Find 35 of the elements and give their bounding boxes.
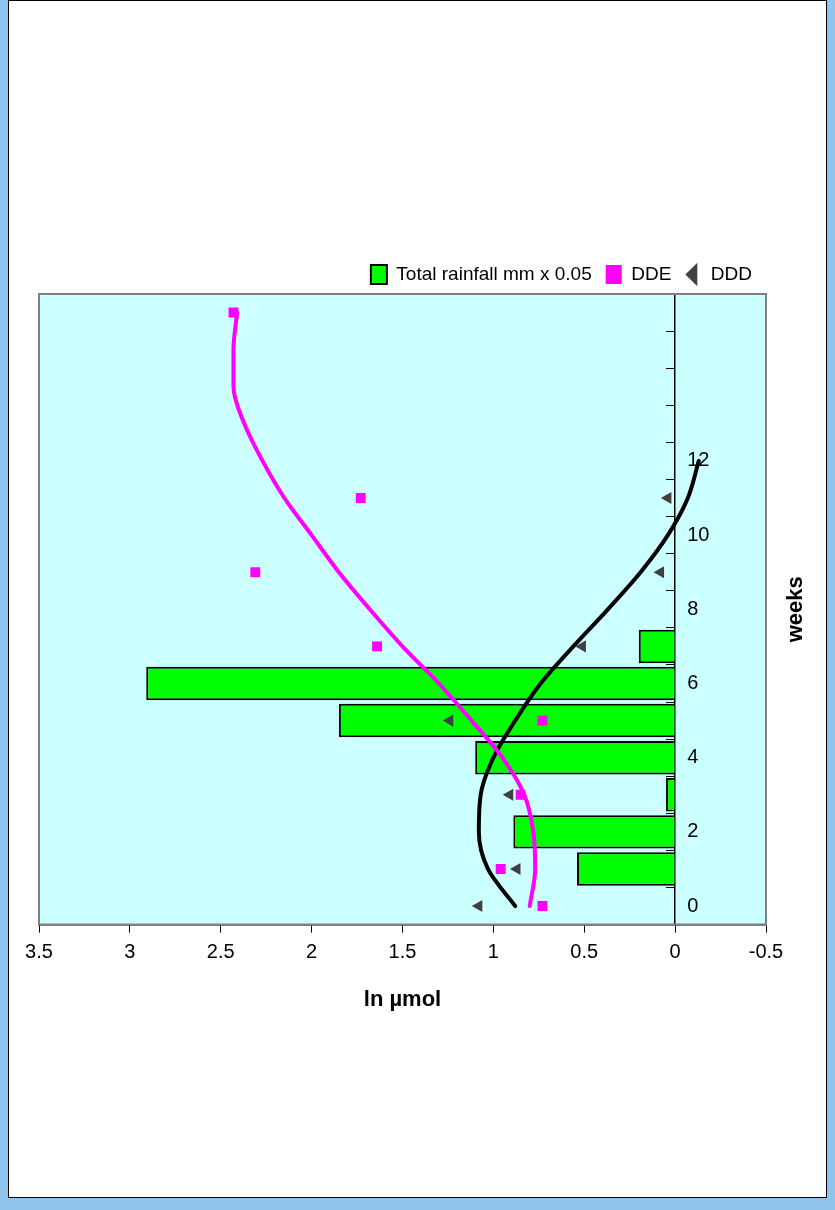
point bbox=[471, 899, 483, 913]
x-tick-label: 3.5 bbox=[25, 940, 53, 963]
point bbox=[495, 864, 506, 874]
x-tick-label: 0 bbox=[669, 940, 681, 963]
legend-label: DDD bbox=[710, 262, 753, 284]
point bbox=[372, 641, 383, 652]
x-tick-label: 1.5 bbox=[388, 940, 417, 963]
y-tick-label: 12 bbox=[687, 448, 710, 471]
point bbox=[515, 789, 526, 800]
legend-label: Total rainfall mm x 0.05 bbox=[396, 262, 592, 284]
y-axis-title: weeks bbox=[782, 576, 808, 644]
x-tick-label: 1 bbox=[487, 940, 499, 963]
x-tick-label: -0.5 bbox=[748, 940, 784, 963]
x-tick-label: 3 bbox=[124, 940, 136, 963]
y-tick-label: 2 bbox=[687, 819, 699, 842]
x-tick-label: 2.5 bbox=[206, 940, 235, 963]
x-tick-label: 2 bbox=[306, 940, 318, 963]
point bbox=[537, 901, 548, 911]
point bbox=[442, 714, 454, 727]
point bbox=[653, 566, 665, 579]
point bbox=[510, 862, 521, 876]
y-tick-label: 0 bbox=[687, 893, 699, 916]
point bbox=[660, 491, 672, 505]
point bbox=[355, 493, 366, 503]
y-tick-label: 10 bbox=[687, 522, 710, 545]
y-tick-label: 6 bbox=[687, 671, 699, 693]
legend-label: DDE bbox=[631, 262, 672, 284]
point bbox=[250, 567, 261, 578]
point bbox=[537, 715, 548, 726]
y-tick-label: 8 bbox=[687, 596, 699, 619]
x-tick-label: 0.5 bbox=[570, 940, 599, 963]
x-axis-title: ln µmol bbox=[363, 985, 442, 1011]
point bbox=[502, 788, 514, 801]
point bbox=[575, 640, 586, 653]
y-tick-label: 4 bbox=[687, 745, 699, 768]
